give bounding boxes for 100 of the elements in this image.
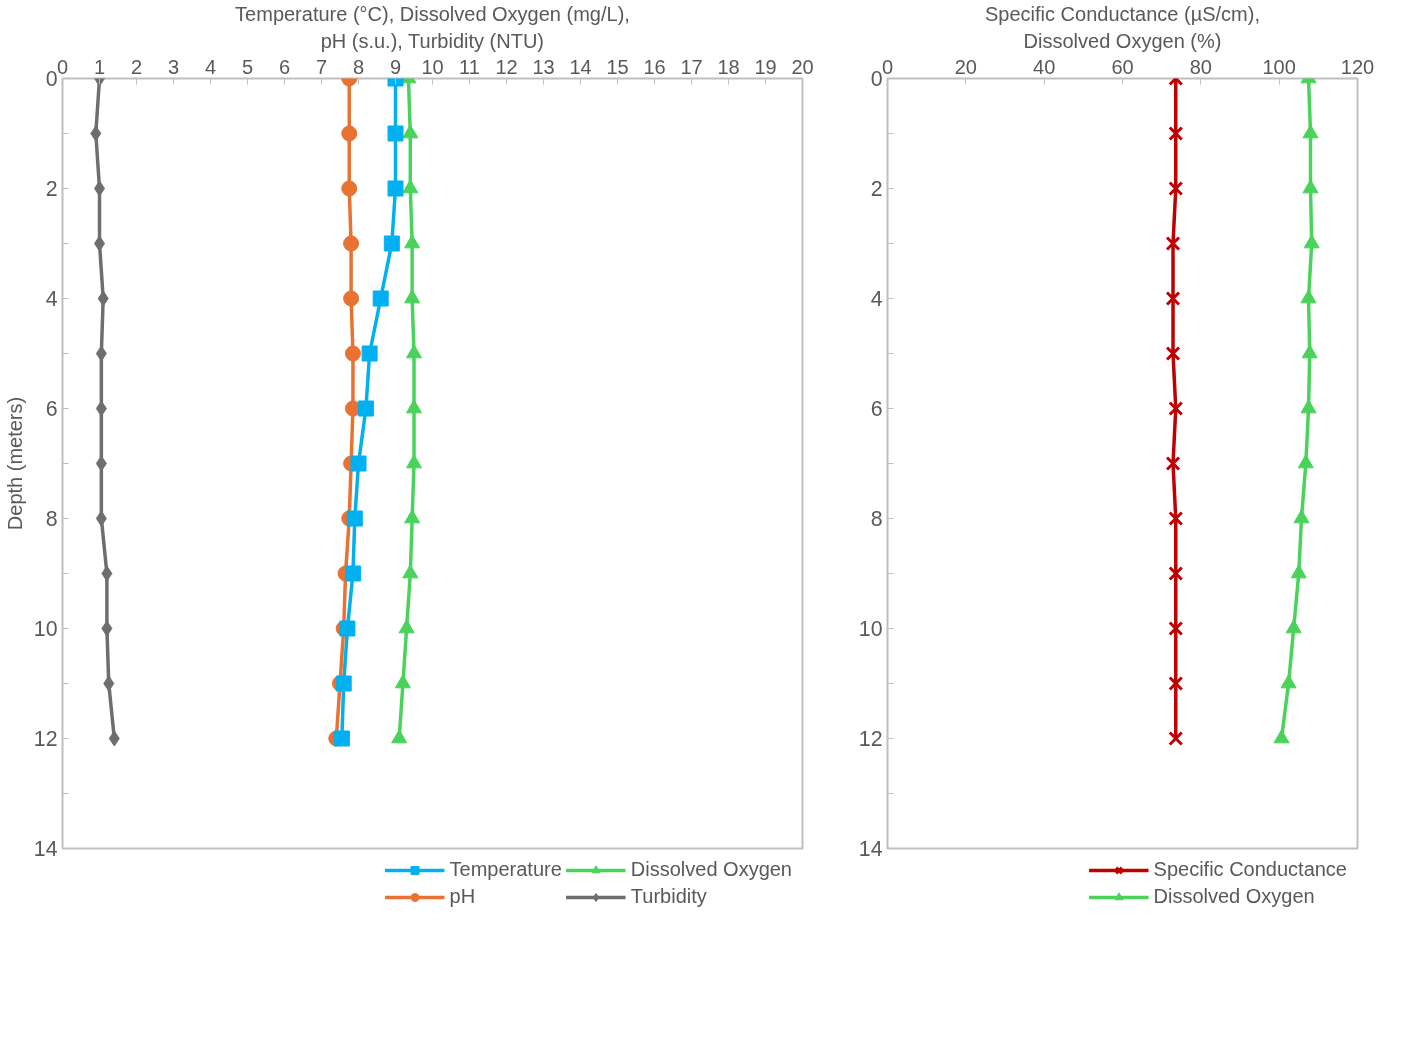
point — [1165, 455, 1181, 472]
x-tick-label: 16 — [643, 55, 666, 78]
point — [1168, 180, 1184, 197]
point — [1168, 675, 1184, 692]
point — [95, 455, 107, 472]
point — [406, 344, 422, 359]
x-tick-label: 2 — [130, 55, 143, 78]
point — [387, 125, 404, 142]
x-tick-label: 120 — [1340, 55, 1375, 78]
point — [1168, 510, 1184, 527]
point — [95, 400, 107, 417]
point — [346, 510, 363, 527]
point — [333, 730, 350, 747]
point — [1165, 290, 1181, 307]
x-tick-label: 60 — [1111, 55, 1134, 78]
point — [90, 125, 102, 142]
legend-label: Dissolved Oxygen — [630, 858, 792, 881]
point — [341, 180, 358, 197]
legend-label: pH — [449, 885, 476, 908]
y-tick-label: 8 — [870, 507, 883, 531]
x-axis-title: Specific Conductance (µS/cm), Dissolved Oxygen (%) — [985, 3, 1260, 52]
point — [406, 399, 422, 414]
point — [1290, 564, 1307, 579]
y-tick-label: 10 — [33, 617, 58, 641]
x-tick-label: 100 — [1262, 55, 1296, 78]
point — [343, 290, 360, 307]
x-tick-label: 1 — [93, 55, 106, 78]
point — [1300, 289, 1317, 304]
point — [404, 289, 421, 304]
point — [404, 234, 421, 249]
point — [95, 345, 107, 362]
legend-label: Turbidity — [630, 885, 707, 908]
point — [1168, 620, 1184, 637]
point — [344, 345, 361, 362]
point — [394, 674, 411, 689]
y-tick-label: 2 — [870, 177, 883, 201]
legend-label: Temperature — [449, 858, 562, 881]
x-tick-label: 6 — [278, 55, 291, 78]
point — [402, 564, 419, 579]
point — [1165, 345, 1181, 362]
point — [335, 675, 352, 692]
y-tick-label: 2 — [45, 177, 58, 201]
point — [108, 730, 120, 747]
x-tick-label: 11 — [459, 55, 480, 78]
x-tick-label: 3 — [167, 55, 180, 78]
point — [357, 400, 374, 417]
point — [95, 510, 107, 527]
x-tick-label: 5 — [241, 55, 254, 78]
point — [387, 180, 404, 197]
legend-label: Dissolved Oxygen — [1153, 885, 1315, 908]
y-tick-label: 12 — [33, 727, 58, 751]
point — [339, 620, 356, 637]
x-tick-label: 15 — [606, 55, 629, 78]
x-axis-title: Temperature (°C), Dissolved Oxygen (mg/L), pH (s.u.), Turbidity (NTU) — [235, 3, 630, 52]
x-tick-label: 4 — [204, 55, 217, 78]
point — [1168, 565, 1184, 582]
point — [361, 345, 378, 362]
point — [97, 290, 109, 307]
point — [1165, 235, 1181, 252]
point — [1168, 125, 1184, 142]
point — [350, 455, 367, 472]
point — [1303, 234, 1320, 249]
x-tick-label: 40 — [1033, 55, 1056, 78]
y-tick-label: 4 — [870, 287, 883, 311]
y-tick-label: 10 — [858, 617, 883, 641]
legend-label: Specific Conductance — [1153, 858, 1347, 881]
point — [101, 620, 113, 637]
y-tick-label: 12 — [858, 727, 883, 751]
y-tick-label: 6 — [870, 397, 883, 421]
x-tick-label: 20 — [791, 55, 814, 78]
y-tick-label: 4 — [45, 287, 58, 311]
point — [1293, 509, 1310, 524]
point — [1280, 674, 1297, 689]
y-tick-label: 14 — [858, 837, 883, 861]
point — [398, 619, 415, 634]
point — [402, 179, 419, 194]
point — [402, 124, 419, 139]
y-tick-label: 14 — [33, 837, 58, 861]
point — [341, 125, 358, 142]
x-tick-label: 8 — [352, 55, 365, 78]
x-tick-label: 20 — [954, 55, 977, 78]
x-tick-label: 19 — [754, 55, 777, 78]
point — [1285, 619, 1302, 634]
x-tick-label: 7 — [315, 55, 328, 78]
x-tick-label: 13 — [532, 55, 555, 78]
point — [372, 290, 389, 307]
x-tick-label: 12 — [495, 55, 518, 78]
point — [1168, 400, 1184, 417]
point — [1168, 730, 1184, 747]
x-tick-label: 18 — [717, 55, 740, 78]
point — [343, 235, 360, 252]
point — [383, 235, 400, 252]
x-tick-label: 80 — [1189, 55, 1212, 78]
y-tick-label: 8 — [45, 507, 58, 531]
x-tick-label: 10 — [421, 55, 444, 78]
x-tick-label: 17 — [680, 55, 703, 78]
point — [391, 729, 408, 744]
point — [404, 509, 421, 524]
x-tick-label: 14 — [569, 55, 592, 78]
point — [103, 675, 115, 692]
